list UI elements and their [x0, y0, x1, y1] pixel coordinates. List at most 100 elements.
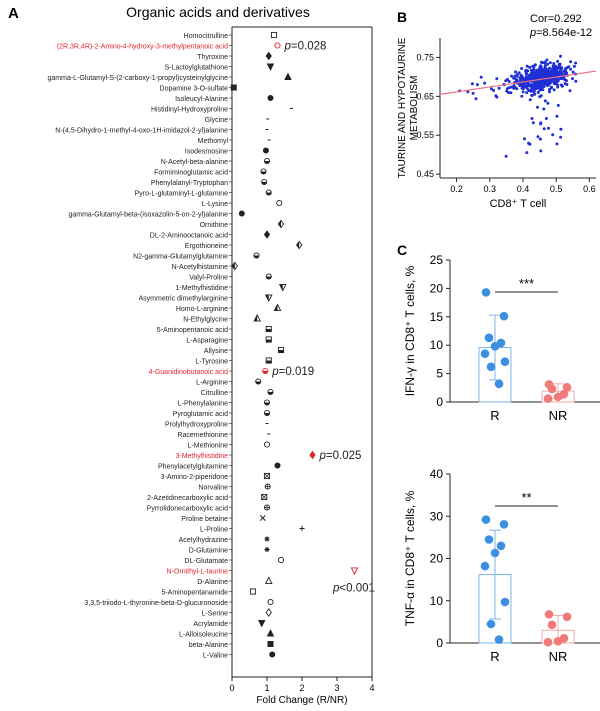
panel-b-point [564, 69, 568, 72]
panel-b-point [515, 78, 519, 82]
panel-a-y-label: Asymmetric dimethylarginine [139, 296, 229, 303]
panel-b-point [555, 114, 559, 118]
panel-c-point [496, 541, 506, 551]
panel-a-y-label: L-Tyrosine [195, 359, 228, 366]
panel-b-point [550, 86, 553, 90]
panel-c-y-tick-label: 15 [430, 310, 444, 324]
panel-b-point [551, 66, 555, 70]
panel-c-point [480, 349, 490, 359]
panel-b-point [556, 66, 560, 70]
panel-a-y-label: Homo-L-arginine [176, 306, 228, 313]
panel-a-y-label: 3-Amino-2-piperidone [161, 474, 228, 481]
panel-b-x-tick-label: 0.2 [450, 184, 463, 194]
panel-a-p-annotation: p=0.019 [271, 366, 314, 378]
panel-a-point [265, 51, 272, 61]
panel-b-point [531, 64, 535, 68]
panel-a-y-label: Thyroxine [197, 54, 228, 61]
panel-a-y-label: Isoleucyl-Alanine [175, 96, 228, 103]
panel-b-point [533, 92, 537, 96]
panel-b-point [552, 62, 556, 65]
panel-a-y-label: Isodesmosine [185, 149, 228, 156]
panel-a-y-label: Proline betaine [181, 516, 228, 523]
panel-b-point [536, 105, 539, 109]
panel-a-y-label: Pyroglutamic acid [173, 411, 228, 418]
panel-b-point [530, 93, 534, 97]
panel-a-point [270, 31, 278, 39]
panel-b-point [466, 90, 470, 94]
panel-a-y-label: Glycine [205, 117, 228, 124]
panel-a-y-label: L-Valine [203, 653, 228, 660]
panel-b-y-tick-label: 0.55 [416, 130, 434, 140]
panel-b-point [552, 68, 556, 72]
panel-b-point [475, 83, 479, 87]
panel-b-point [546, 101, 550, 105]
panel-b-point [544, 117, 548, 120]
panel-c-point [499, 519, 509, 529]
panel-a-point-fill [266, 360, 272, 364]
panel-c: C 0 5 10 15 20 25 IFN-γ in CD8⁺ T cells, % R NR *… [397, 242, 600, 664]
panel-a-title: Organic acids and derivatives [126, 4, 310, 20]
panel-a-point [274, 462, 281, 469]
panel-b-point [538, 137, 542, 141]
panel-a-point [266, 629, 275, 637]
panel-c-y-tick-label: 10 [430, 338, 444, 352]
panel-a-point-fill [254, 314, 258, 322]
panel-a-y-label: gamma-Glutamyl-beta-(isoxazolin-5-on-2-y… [68, 212, 228, 219]
panel-b-point [512, 84, 516, 88]
panel-c-y-tick-label: 30 [430, 509, 444, 523]
panel-a-point-fill [266, 339, 272, 343]
panel-b-point [536, 135, 540, 139]
panel-c-y-tick-label: 20 [430, 281, 444, 295]
panel-b-point [541, 88, 545, 92]
panel-b-point [542, 127, 546, 131]
panel-a-y-label: Allysine [204, 348, 228, 355]
panel-c-point [499, 311, 509, 321]
panel-a-p-annotation: p<0.001 [332, 583, 375, 595]
panel-b-point [574, 79, 578, 83]
panel-b-point [471, 91, 475, 95]
panel-a-point [267, 641, 274, 648]
panel-b: B TAURINE AND HYPOTAURINE METABOLISM CD8… [397, 9, 597, 210]
panel-b-point [542, 107, 546, 111]
panel-c-point [486, 362, 496, 372]
panel-a-point-fill [274, 304, 278, 311]
panel-b-x-tick-label: 0.3 [484, 184, 497, 194]
panel-a-point [265, 608, 272, 617]
panel-a-y-label: L-Methionine [188, 443, 229, 450]
panel-b-point [543, 65, 547, 69]
panel-b-point [527, 141, 531, 145]
panel-b-point [552, 88, 556, 92]
panel-b-point [515, 74, 519, 78]
panel-b-y-tick-label: 0.65 [416, 91, 434, 101]
panel-b-point [508, 86, 511, 90]
panel-b-point [524, 69, 528, 73]
panel-a-point-fill [266, 329, 272, 332]
panel-c-point [481, 515, 491, 524]
panel-a-y-label: N-(4,5-Dihydro-1-methyl-4-oxo-1H-imidazo… [55, 128, 228, 135]
panel-b-p-value: p=8.564e-12 [529, 27, 592, 39]
panel-b-point [554, 78, 558, 82]
panel-b-point [558, 62, 562, 66]
panel-b-point [574, 61, 578, 65]
panel-b-y-tick-label: 0.75 [416, 52, 434, 62]
panel-b-point [479, 75, 483, 79]
panel-a-x-tick-label: 1 [264, 683, 269, 693]
panel-a-y-label: (2R,3R,4R)-2-Amino-4-hydroxy-3-methylpen… [57, 44, 228, 51]
panel-b-point [504, 154, 508, 158]
panel-a-y-label: Dopamine 3-O-sulfate [160, 86, 229, 93]
panel-b-point [504, 79, 508, 83]
panel-c-y-tick-label: 5 [436, 367, 443, 381]
panel-b-point [536, 91, 540, 94]
panel-b-y-tick-label: 0.45 [416, 169, 434, 179]
panel-b-point [543, 69, 547, 73]
panel-b-point [565, 66, 569, 70]
panel-b-point [531, 70, 534, 74]
panel-b-point [571, 70, 575, 74]
panel-a-point-fill [278, 350, 284, 353]
panel-b-point [532, 90, 536, 94]
panel-c-point [486, 619, 496, 629]
panel-a-letter: A [8, 5, 19, 22]
panel-b-point [527, 78, 531, 81]
panel-c-point [500, 597, 510, 607]
panel-b-point [545, 81, 549, 85]
